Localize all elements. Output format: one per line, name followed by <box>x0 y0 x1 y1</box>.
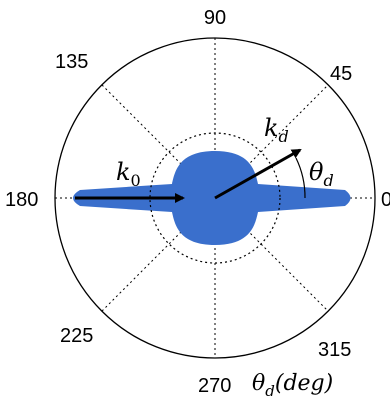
radiation-pattern <box>73 151 351 245</box>
theta-d-label: θd <box>309 158 334 190</box>
angle-label-180: 180 <box>5 189 38 211</box>
angle-label-135: 135 <box>55 51 88 73</box>
axis-caption: θd(deg) <box>252 371 333 400</box>
angle-label-90: 90 <box>204 7 226 29</box>
diffracted-wave-arrow <box>214 148 302 200</box>
angle-label-270: 270 <box>198 375 231 397</box>
kd-label: kd <box>264 114 289 146</box>
k0-label: k0 <box>116 158 141 190</box>
theta-arc <box>295 157 306 199</box>
inner-circle <box>149 132 281 264</box>
angle-label-315: 315 <box>318 339 351 361</box>
angle-label-45: 45 <box>330 63 352 85</box>
angle-label-225: 225 <box>60 325 93 347</box>
angle-label-0: 0 <box>381 189 390 211</box>
